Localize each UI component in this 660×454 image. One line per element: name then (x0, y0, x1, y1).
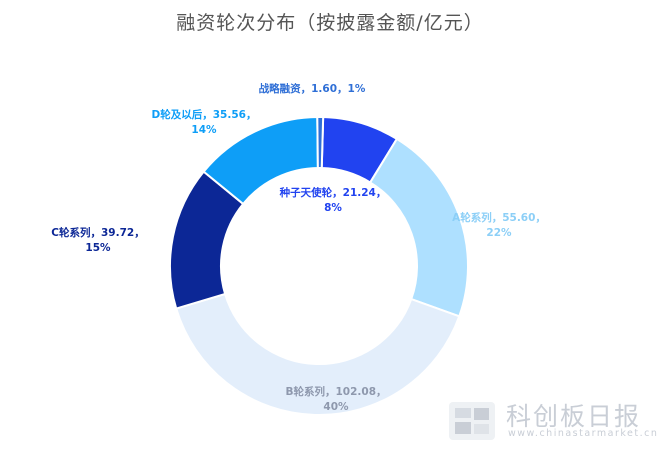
donut-slice (368, 137, 469, 318)
watermark-name: 科创板日报 (506, 402, 642, 431)
slice-label: A轮系列，55.60， 22% (452, 211, 546, 239)
slice-label-line: C轮系列，39.72， (51, 226, 144, 239)
chart-title: 融资轮次分布（按披露金额/亿元） (176, 12, 484, 34)
slice-label-line: 14% (191, 124, 217, 136)
slice-label: C轮系列，39.72， 15% (51, 226, 144, 254)
donut-slice (316, 116, 325, 170)
slice-labels: 种子天使轮，21.24， 8% A轮系列，55.60， 22% B轮系列，102.08，… (51, 82, 546, 413)
slice-label: 种子天使轮，21.24， 8% (279, 186, 387, 214)
donut-slices (169, 115, 469, 416)
slice-label-line: A轮系列，55.60， (452, 211, 546, 224)
slice-label-line: B轮系列，102.08， (285, 385, 386, 398)
slice-label-line: 8% (324, 202, 342, 214)
slice-label: 战略融资，1.60，1% (259, 82, 366, 95)
slice-label-line: D轮及以后，35.56， (152, 108, 257, 121)
watermark-url: www.chinastarmarket.cn (508, 428, 659, 439)
donut-slice (174, 292, 461, 416)
slice-label-line: 40% (323, 401, 349, 413)
slice-label-line: 种子天使轮，21.24， (279, 186, 387, 199)
slice-label-line: 战略融资，1.60，1% (259, 82, 366, 95)
slice-label-line: 15% (85, 242, 111, 254)
watermark: 科创板日报 www.chinastarmarket.cn (448, 395, 657, 445)
slice-label: D轮及以后，35.56， 14% (152, 108, 257, 136)
watermark-logo-icon (449, 402, 495, 440)
slice-label: B轮系列，102.08， 40% (285, 385, 386, 413)
slice-label-line: 22% (486, 227, 512, 239)
